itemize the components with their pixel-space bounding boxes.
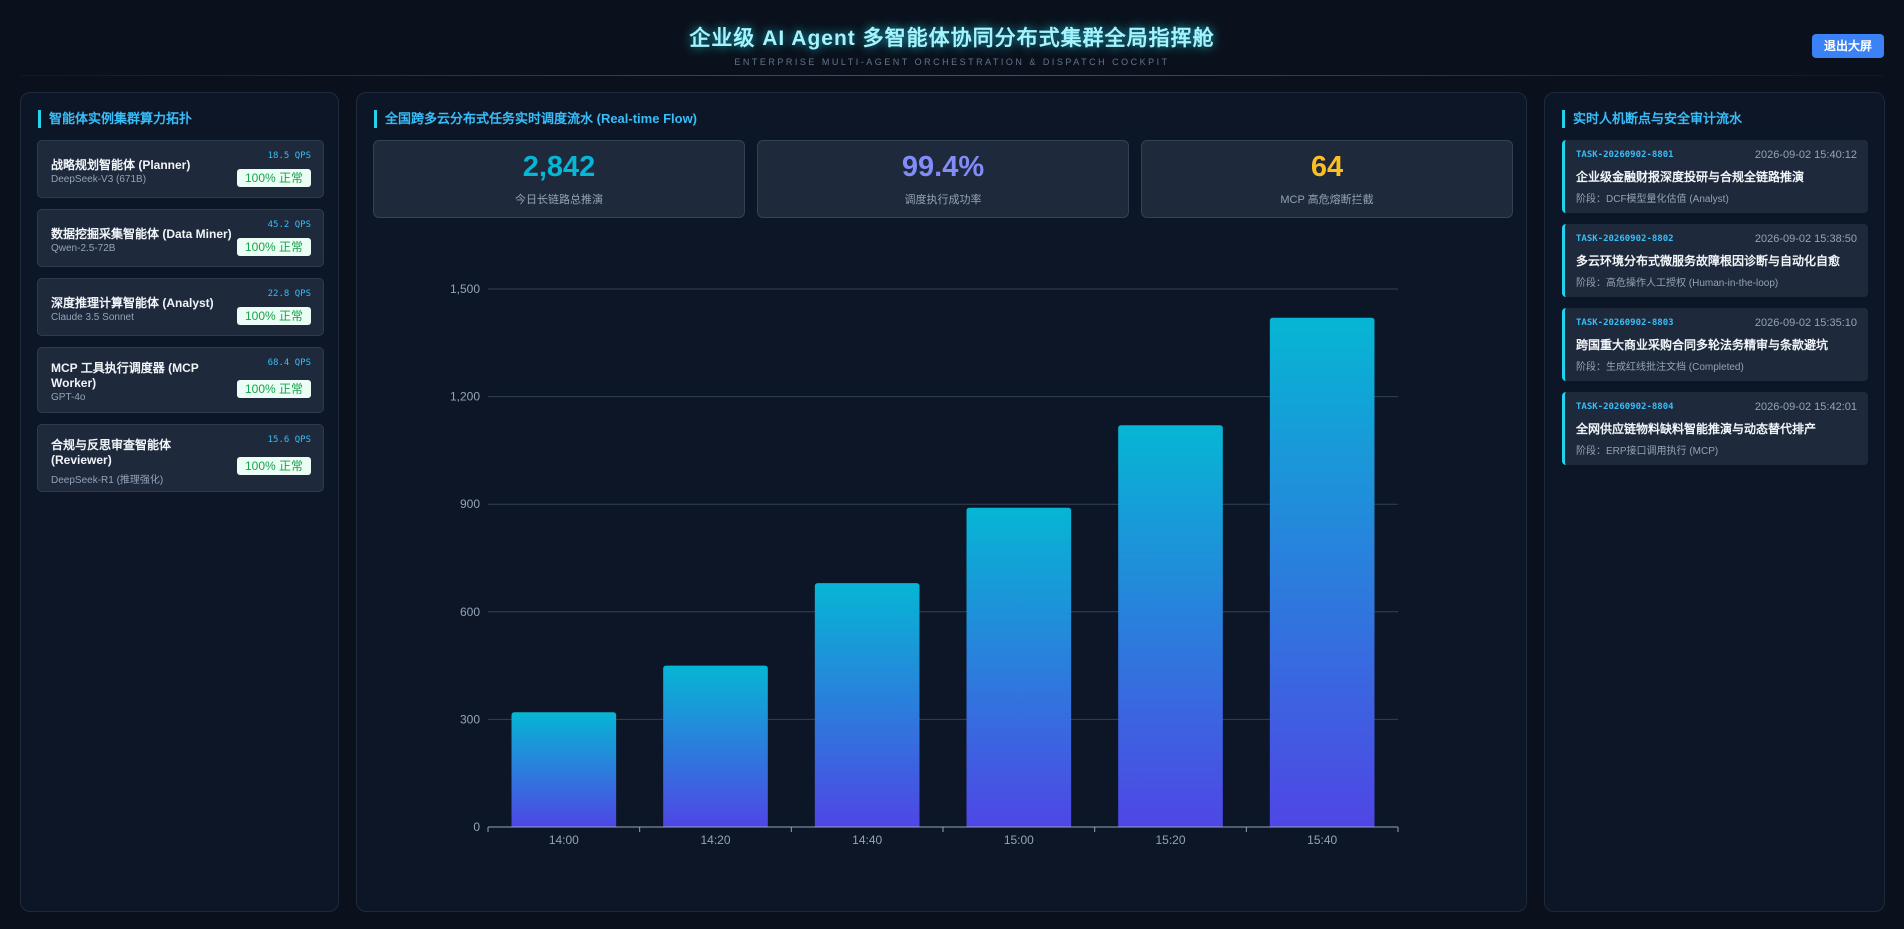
status-badge: 100% 正常 <box>237 307 311 325</box>
agent-qps: 15.6 QPS <box>267 435 311 445</box>
bar-15:40[interactable] <box>1269 317 1375 827</box>
agent-model: Claude 3.5 Sonnet <box>51 312 134 323</box>
agent-model: DeepSeek-R1 (推理强化) <box>51 475 164 486</box>
task-time: 2026-09-02 15:40:12 <box>1754 149 1857 161</box>
agent-card-data-miner[interactable]: 数据挖掘采集智能体 (Data Miner) Qwen-2.5-72B 45.2… <box>37 209 324 267</box>
task-flow-panel: 全国跨多云分布式任务实时调度流水 (Real-time Flow) 2,842 … <box>356 92 1527 912</box>
agent-name-line2: Worker) <box>51 376 97 390</box>
status-badge: 100% 正常 <box>237 457 311 475</box>
agent-qps: 68.4 QPS <box>267 358 311 368</box>
y-tick-label: 1,500 <box>450 282 480 296</box>
task-time: 2026-09-02 15:35:10 <box>1754 317 1857 329</box>
agent-model: DeepSeek-V3 (671B) <box>51 174 147 185</box>
task-time: 2026-09-02 15:38:50 <box>1754 233 1857 245</box>
page-title: 企业级 AI Agent 多智能体协同分布式集群全局指挥舱 <box>689 27 1215 50</box>
task-time: 2026-09-02 15:42:01 <box>1754 401 1857 413</box>
stat-card-success-rate: 99.4% 调度执行成功率 <box>757 140 1129 218</box>
x-tick-label: 15:20 <box>1155 833 1185 847</box>
agent-card-mcp-worker[interactable]: MCP 工具执行调度器 (MCP Worker) GPT-4o 68.4 QPS… <box>37 347 324 413</box>
header: 企业级 AI Agent 多智能体协同分布式集群全局指挥舱 ENTERPRISE… <box>0 0 1904 76</box>
agent-topology-panel: 智能体实例集群算力拓扑 战略规划智能体 (Planner) DeepSeek-V… <box>20 92 339 912</box>
stat-value: 99.4% <box>901 151 985 183</box>
agent-qps: 18.5 QPS <box>267 151 311 161</box>
stat-value: 2,842 <box>522 151 596 183</box>
agent-qps: 22.8 QPS <box>267 289 311 299</box>
agent-qps: 45.2 QPS <box>267 220 311 230</box>
stat-label: MCP 高危熔断拦截 <box>1280 194 1374 206</box>
bar-14:00[interactable] <box>511 712 617 827</box>
y-tick-label: 1,200 <box>450 390 480 404</box>
stat-value: 64 <box>1310 151 1344 183</box>
task-stage: 阶段：高危操作人工授权 (Human-in-the-loop) <box>1576 278 1779 289</box>
agent-model: GPT-4o <box>51 392 86 403</box>
task-title: 全网供应链物料缺料智能推演与动态替代排产 <box>1576 422 1817 436</box>
task-card[interactable]: TASK-20260902-8803 2026-09-02 15:35:10 跨… <box>1562 308 1868 381</box>
task-card[interactable]: TASK-20260902-8801 2026-09-02 15:40:12 企… <box>1562 140 1868 213</box>
page-subtitle: ENTERPRISE MULTI-AGENT ORCHESTRATION & D… <box>734 57 1170 67</box>
agent-name-line2: (Reviewer) <box>51 453 112 467</box>
panel-title: 实时人机断点与安全审计流水 <box>1562 110 1742 128</box>
status-badge: 100% 正常 <box>237 169 311 187</box>
agent-name-line1: 合规与反思审查智能体 <box>51 438 172 452</box>
x-tick-label: 14:00 <box>549 833 579 847</box>
task-id: TASK-20260902-8804 <box>1576 402 1674 412</box>
task-id: TASK-20260902-8801 <box>1576 150 1674 160</box>
task-title: 跨国重大商业采购合同多轮法务精审与条款避坑 <box>1576 338 1829 352</box>
task-title: 多云环境分布式微服务故障根因诊断与自动化自愈 <box>1576 254 1841 268</box>
agent-name: 深度推理计算智能体 (Analyst) <box>51 296 214 310</box>
status-badge: 100% 正常 <box>237 238 311 256</box>
y-tick-label: 300 <box>460 712 480 726</box>
task-card[interactable]: TASK-20260902-8804 2026-09-02 15:42:01 全… <box>1562 392 1868 465</box>
x-tick-label: 15:40 <box>1307 833 1337 847</box>
agent-card-reviewer[interactable]: 合规与反思审查智能体 (Reviewer) DeepSeek-R1 (推理强化)… <box>37 424 324 492</box>
agent-card-analyst[interactable]: 深度推理计算智能体 (Analyst) Claude 3.5 Sonnet 22… <box>37 278 324 336</box>
y-tick-label: 900 <box>460 497 480 511</box>
y-tick-label: 0 <box>473 820 480 834</box>
header-divider <box>20 75 1884 76</box>
agent-card-planner[interactable]: 战略规划智能体 (Planner) DeepSeek-V3 (671B) 18.… <box>37 140 324 198</box>
x-tick-label: 15:00 <box>1004 833 1034 847</box>
task-id: TASK-20260902-8802 <box>1576 234 1674 244</box>
bar-14:20[interactable] <box>663 665 768 827</box>
stat-card-mcp-blocks: 64 MCP 高危熔断拦截 <box>1141 140 1513 218</box>
task-flow-bar-chart: 0 300 600 900 1,200 1,500 14:00 14:20 14:40 15:00… <box>450 282 1399 847</box>
stat-label: 今日长链路总推演 <box>515 194 603 206</box>
task-stage: 阶段：ERP接口调用执行 (MCP) <box>1576 446 1719 457</box>
panel-title: 智能体实例集群算力拓扑 <box>38 110 192 128</box>
bar-14:40[interactable] <box>814 583 920 827</box>
y-tick-label: 600 <box>460 605 480 619</box>
x-tick-label: 14:40 <box>852 833 882 847</box>
panel-title: 全国跨多云分布式任务实时调度流水 (Real-time Flow) <box>374 110 697 128</box>
stat-card-total-runs: 2,842 今日长链路总推演 <box>373 140 745 218</box>
agent-name: 战略规划智能体 (Planner) <box>51 158 191 172</box>
bar-15:00[interactable] <box>966 507 1072 827</box>
task-card[interactable]: TASK-20260902-8802 2026-09-02 15:38:50 多… <box>1562 224 1868 297</box>
stat-label: 调度执行成功率 <box>904 194 982 206</box>
task-id: TASK-20260902-8803 <box>1576 318 1674 328</box>
bar-15:20[interactable] <box>1118 425 1223 827</box>
agent-name-line1: MCP 工具执行调度器 (MCP <box>51 361 199 375</box>
agent-name: 数据挖掘采集智能体 (Data Miner) <box>51 227 232 241</box>
status-badge: 100% 正常 <box>237 380 311 398</box>
agent-model: Qwen-2.5-72B <box>51 243 116 254</box>
task-stage: 阶段：生成红线批注文档 (Completed) <box>1576 362 1744 373</box>
task-title: 企业级金融财报深度投研与合规全链路推演 <box>1576 170 1805 184</box>
task-stage: 阶段：DCF模型量化估值 (Analyst) <box>1576 194 1729 205</box>
x-tick-label: 14:20 <box>700 833 730 847</box>
exit-fullscreen-button[interactable]: 退出大屏 <box>1812 34 1884 58</box>
audit-stream-panel: 实时人机断点与安全审计流水 TASK-20260902-8801 2026-09… <box>1544 92 1885 912</box>
